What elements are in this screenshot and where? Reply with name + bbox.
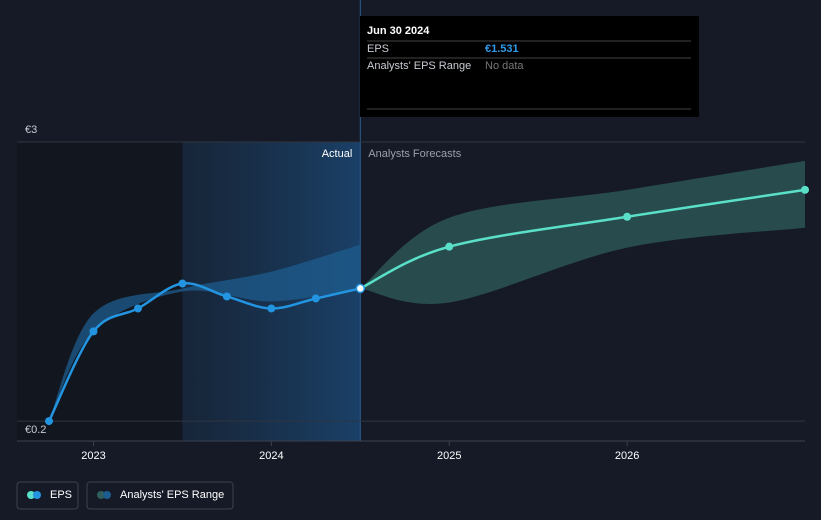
eps-point bbox=[267, 304, 276, 313]
annotation: Analysts Forecasts bbox=[368, 148, 461, 160]
legend-swatch bbox=[103, 491, 111, 499]
past-shade bbox=[17, 142, 183, 441]
y-tick-label: €3 bbox=[25, 124, 37, 136]
tooltip-box bbox=[360, 16, 699, 117]
legend-swatch bbox=[33, 491, 41, 499]
legend-item[interactable] bbox=[16, 481, 79, 510]
tooltip-label: Analysts' EPS Range bbox=[367, 60, 471, 72]
plot-area bbox=[45, 160, 809, 426]
y-tick-label: €0.2 bbox=[25, 424, 46, 436]
range-band bbox=[360, 160, 805, 304]
x-tick-label: 2026 bbox=[615, 450, 639, 462]
eps-point bbox=[45, 417, 54, 426]
eps-point bbox=[311, 294, 320, 303]
annotation: Actual bbox=[322, 148, 353, 160]
tooltip-value: No data bbox=[485, 60, 524, 72]
legend-item[interactable] bbox=[86, 481, 234, 510]
tooltip-label: EPS bbox=[367, 43, 389, 55]
tooltip-date: Jun 30 2024 bbox=[367, 25, 430, 37]
legend-label: EPS bbox=[50, 489, 72, 501]
legend-swatch bbox=[97, 491, 105, 499]
eps-point bbox=[89, 327, 98, 336]
x-tick-label: 2025 bbox=[437, 450, 461, 462]
eps-line bbox=[359, 188, 806, 290]
eps-point bbox=[445, 242, 454, 251]
range-band bbox=[49, 244, 361, 422]
eps-point bbox=[355, 283, 366, 294]
eps-point bbox=[178, 279, 187, 288]
tooltip: Jun 30 2024 EPS €1.531 Analysts' EPS Ran… bbox=[360, 16, 699, 117]
legend-label: Analysts' EPS Range bbox=[120, 489, 224, 501]
eps-point bbox=[801, 185, 809, 194]
x-tick-label: 2023 bbox=[81, 450, 105, 462]
tooltip-value: €1.531 bbox=[485, 43, 519, 55]
legend-swatch bbox=[27, 491, 35, 499]
x-tick-label: 2024 bbox=[259, 450, 283, 462]
eps-point bbox=[623, 212, 632, 221]
eps-point bbox=[133, 304, 142, 313]
legend: EPS Analysts' EPS Range bbox=[16, 481, 234, 510]
eps-point bbox=[222, 292, 231, 301]
